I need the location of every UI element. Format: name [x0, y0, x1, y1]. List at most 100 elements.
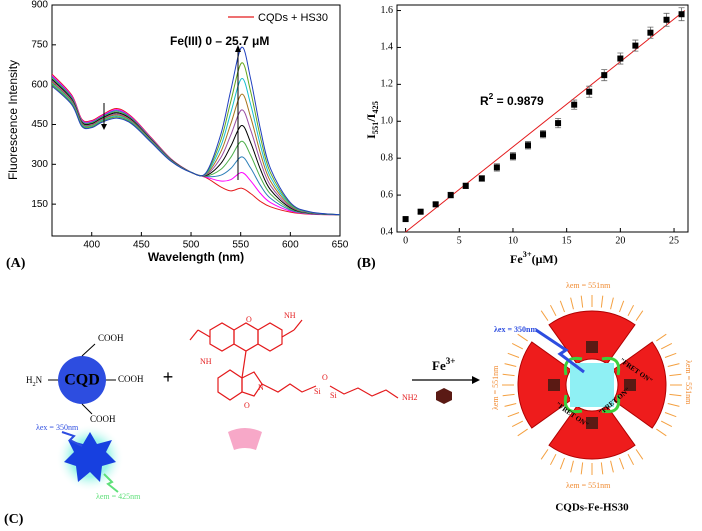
label-part: Fe — [432, 358, 446, 373]
fe-block — [624, 379, 636, 391]
x-tick-label: 0 — [403, 235, 408, 246]
ray — [600, 462, 604, 475]
data-point — [478, 175, 485, 182]
ray — [504, 363, 517, 367]
y-tick-label: 0.4 — [381, 226, 394, 237]
emission-label: λem = 551nm — [566, 481, 611, 490]
y-tick-label: 150 — [31, 199, 48, 210]
y-axis-label: I551/I425 — [364, 101, 381, 139]
fit-line — [405, 10, 686, 233]
ray — [667, 403, 680, 407]
ray — [664, 352, 677, 358]
fret-arrow — [563, 394, 583, 414]
label-part: 551 — [371, 122, 380, 135]
label-part: 3+ — [446, 356, 456, 366]
label-part: (μM) — [532, 252, 558, 266]
ray — [627, 453, 635, 466]
spectrum-line — [52, 77, 340, 216]
x-axis-label: Wavelength (nm) — [148, 250, 244, 264]
data-point — [678, 11, 685, 18]
acceptor-wedge — [548, 405, 636, 460]
atom-label: NH — [284, 311, 296, 320]
spectrum-line — [52, 76, 340, 216]
y-tick-label: 300 — [31, 159, 48, 170]
ray — [540, 310, 549, 321]
ray — [619, 457, 625, 470]
ray — [610, 297, 614, 310]
ray — [540, 449, 549, 460]
plot-frame — [51, 4, 341, 237]
ray — [511, 420, 524, 428]
product-label: CQDs-Fe-HS30 — [555, 502, 629, 514]
pink-sector — [228, 428, 262, 450]
data-point — [540, 131, 547, 138]
ray — [502, 373, 515, 377]
ray — [635, 310, 644, 321]
ray — [619, 300, 625, 313]
data-point — [555, 120, 562, 127]
y-tick-label: 750 — [31, 39, 48, 50]
spectrum-line — [52, 81, 340, 216]
ray — [656, 333, 667, 342]
x-tick-label: 15 — [562, 235, 572, 246]
atom-label: Si — [314, 387, 321, 396]
data-point — [601, 72, 608, 79]
label-part: /I — [364, 113, 378, 122]
data-point — [525, 142, 532, 149]
fe-block — [586, 341, 598, 353]
label-part: R — [480, 94, 489, 108]
ray — [507, 412, 520, 418]
label-part: N — [36, 375, 43, 385]
molecule — [189, 319, 399, 401]
acceptor-wedge — [548, 310, 636, 365]
x-tick-label: 5 — [457, 235, 462, 246]
x-tick-label: 400 — [83, 240, 100, 251]
spectrum-line — [52, 62, 340, 216]
excitation-label: λex = 350nm — [36, 423, 79, 432]
y-tick-label: 1.0 — [381, 116, 394, 127]
spectrum-line — [52, 80, 340, 216]
atom-label: O — [246, 315, 252, 324]
arrow-head — [101, 124, 107, 130]
excite-bolt — [535, 328, 585, 374]
label-part: I — [364, 134, 378, 139]
ray — [627, 304, 635, 317]
data-point — [417, 208, 424, 215]
arrow-head — [235, 45, 241, 52]
legend-label: CQDs + HS30 — [258, 12, 328, 24]
atom-label: NH2 — [402, 393, 418, 402]
ray — [507, 352, 520, 358]
x-tick-label: 600 — [282, 240, 299, 251]
fe-block — [586, 417, 598, 429]
data-point — [447, 192, 454, 199]
ray — [600, 295, 604, 308]
arrowhead — [472, 376, 480, 384]
ray — [570, 297, 574, 310]
ray — [610, 460, 614, 473]
x-axis-label: Fe3+(μM) — [510, 250, 558, 265]
emission-label: λem = 425nm — [96, 492, 141, 501]
spectrum-line — [52, 78, 340, 216]
x-tick-label: 450 — [133, 240, 150, 251]
ray — [559, 457, 565, 470]
plus-sign: + — [163, 367, 174, 387]
label-part: Fe — [510, 252, 523, 266]
ray — [517, 428, 528, 437]
data-point — [493, 164, 500, 171]
x-tick-label: 650 — [332, 240, 349, 251]
ray — [656, 428, 667, 437]
fret-arrow — [601, 394, 621, 414]
x-tick-label: 25 — [669, 235, 679, 246]
label-part: H — [26, 375, 33, 385]
ray — [580, 295, 584, 308]
y-tick-label: 0.8 — [381, 152, 394, 163]
data-point — [432, 201, 439, 208]
fret-complex: λex = 350nm λem = 551nm λem = 551nm λem = 5… — [491, 281, 693, 514]
y-tick-label: 600 — [31, 79, 48, 90]
data-point — [509, 153, 516, 160]
atom-label: O — [322, 373, 328, 382]
x-tick-label: 10 — [508, 235, 518, 246]
amine-label: H2N — [26, 375, 43, 388]
ray — [559, 300, 565, 313]
